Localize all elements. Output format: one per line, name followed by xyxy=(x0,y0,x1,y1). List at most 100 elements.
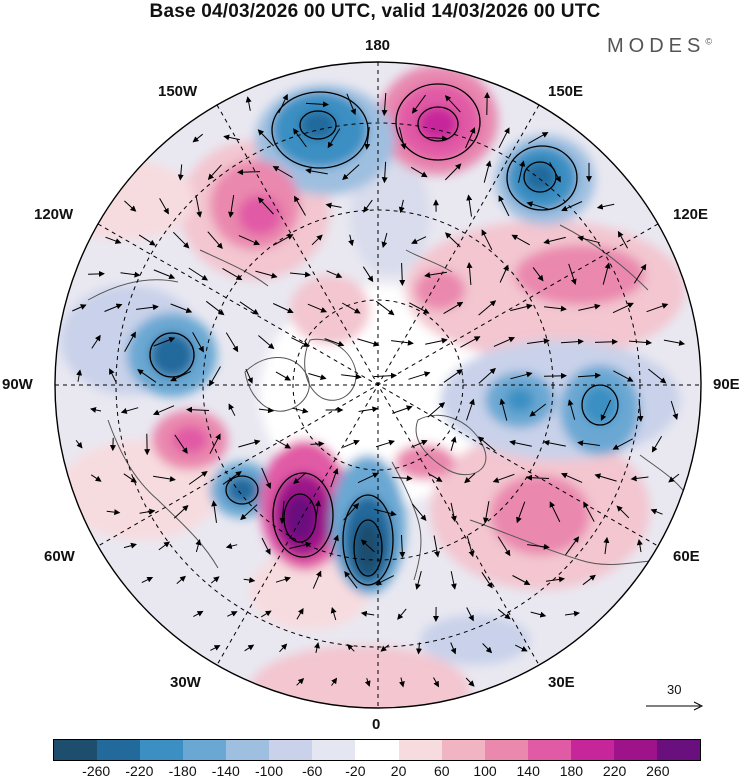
colorbar-tick-label: -260 xyxy=(82,763,111,779)
wind-arrow xyxy=(375,439,395,448)
wind-arrow xyxy=(258,335,275,350)
wind-arrow xyxy=(275,576,291,583)
wind-arrow xyxy=(410,166,428,178)
wind-arrow xyxy=(330,467,339,488)
reference-arrow-icon xyxy=(646,701,704,711)
wind-arrow xyxy=(374,508,397,517)
wind-arrow xyxy=(275,439,292,449)
wind-arrow xyxy=(341,302,361,314)
wind-arrow xyxy=(444,95,461,113)
wind-arrow xyxy=(257,129,274,147)
wind-arrow xyxy=(375,300,395,316)
wind-arrow xyxy=(141,576,154,584)
wind-arrow xyxy=(527,543,550,550)
wind-arrow xyxy=(358,406,379,413)
wind-arrow xyxy=(207,231,223,250)
wind-arrow xyxy=(577,372,601,379)
wind-arrow xyxy=(497,608,511,620)
reference-vector-label: 30 xyxy=(667,682,682,697)
wind-arrow xyxy=(362,266,374,283)
wind-arrow xyxy=(120,271,141,278)
wind-arrow xyxy=(346,643,355,652)
wind-arrow xyxy=(210,645,221,651)
wind-arrow xyxy=(261,537,271,555)
wind-arrow xyxy=(561,201,583,212)
wind-arrow xyxy=(637,398,644,422)
wind-arrow xyxy=(278,93,288,114)
wind-arrow xyxy=(136,304,159,311)
wind-arrow xyxy=(529,403,547,417)
colorbar-bin xyxy=(269,740,313,760)
wind-arrow xyxy=(364,127,371,150)
wind-arrow xyxy=(173,505,189,519)
wind-arrow xyxy=(153,269,176,280)
wind-arrow xyxy=(381,161,388,184)
wind-arrow xyxy=(325,202,342,209)
wind-arrow xyxy=(159,198,169,215)
colorbar-tick-label: 260 xyxy=(646,763,670,779)
wind-arrow xyxy=(346,93,357,116)
wind-arrow xyxy=(348,234,354,247)
wind-arrow xyxy=(433,677,439,688)
wind-arrow xyxy=(90,474,102,482)
wind-arrow xyxy=(602,262,611,285)
wind-arrow xyxy=(90,407,102,413)
wind-arrow xyxy=(208,366,221,387)
wind-arrow xyxy=(613,370,634,382)
wind-arrow xyxy=(239,301,259,315)
colorbar-tick-label: -140 xyxy=(211,763,240,779)
polar-map xyxy=(54,61,702,709)
wind-arrow xyxy=(170,370,192,382)
wind-arrow xyxy=(195,539,202,553)
wind-arrow xyxy=(172,231,190,249)
wind-arrow xyxy=(238,235,261,246)
wind-arrow xyxy=(176,575,186,584)
colorbar-bin xyxy=(570,740,614,760)
wind-arrow xyxy=(272,303,294,314)
wind-arrow xyxy=(408,371,431,380)
wind-arrow xyxy=(460,336,481,348)
wind-arrow xyxy=(545,576,565,583)
wind-arrow xyxy=(630,475,649,482)
colorbar-tick-label: 140 xyxy=(516,763,540,779)
wind-arrow xyxy=(512,575,531,585)
colorbar-bin xyxy=(527,740,571,760)
wind-arrow xyxy=(443,301,464,315)
wind-arrow xyxy=(123,542,137,549)
wind-arrow xyxy=(375,575,395,585)
colorbar-tick-label: -220 xyxy=(125,763,154,779)
wind-arrow xyxy=(444,232,461,248)
wind-arrow xyxy=(305,101,329,108)
wind-arrow xyxy=(527,338,550,345)
wind-arrow xyxy=(272,165,293,178)
wind-arrow xyxy=(565,536,580,556)
wind-arrow xyxy=(663,339,686,346)
wind-arrow xyxy=(293,195,306,216)
wind-arrow xyxy=(261,467,272,490)
reference-vector: 30 xyxy=(642,682,708,716)
wind-arrow xyxy=(443,369,463,383)
lon-label-150e: 150E xyxy=(548,83,584,100)
wind-arrow xyxy=(612,302,634,314)
wind-arrow xyxy=(415,570,422,590)
wind-arrow xyxy=(511,234,530,246)
wind-arrow xyxy=(399,262,406,286)
colorbar-bin xyxy=(656,740,700,760)
wind-arrow xyxy=(289,541,312,549)
wind-arrow xyxy=(292,407,309,414)
wind-arrow xyxy=(225,543,238,549)
wind-arrow xyxy=(493,336,516,347)
wind-arrow xyxy=(228,195,235,218)
wind-arrow xyxy=(514,644,528,652)
wind-arrow xyxy=(273,234,294,246)
wind-arrow xyxy=(526,474,550,481)
anomaly-field xyxy=(55,65,685,708)
wind-arrow xyxy=(398,127,407,150)
colorbar-tick-label: -60 xyxy=(302,763,323,779)
wind-arrow xyxy=(481,229,493,251)
wind-arrow xyxy=(152,405,175,416)
wind-arrow xyxy=(76,369,83,382)
lon-label-150w: 150W xyxy=(158,83,198,100)
wind-arrow xyxy=(492,473,515,483)
wind-arrow xyxy=(450,502,457,523)
